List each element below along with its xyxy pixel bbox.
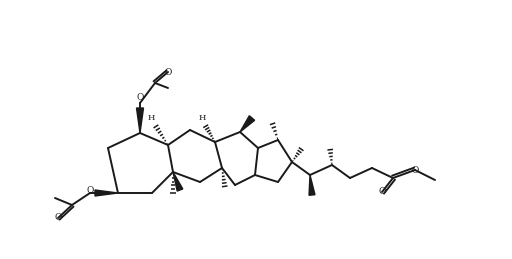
Polygon shape: [137, 108, 143, 133]
Text: O: O: [136, 92, 144, 102]
Text: O: O: [54, 213, 61, 222]
Text: O: O: [164, 68, 172, 76]
Text: H: H: [198, 114, 206, 122]
Text: O: O: [87, 185, 94, 195]
Polygon shape: [95, 190, 118, 196]
Text: H: H: [147, 114, 155, 122]
Polygon shape: [173, 172, 183, 191]
Text: O: O: [378, 188, 386, 197]
Polygon shape: [309, 175, 315, 195]
Polygon shape: [240, 116, 254, 132]
Text: O: O: [411, 166, 419, 175]
